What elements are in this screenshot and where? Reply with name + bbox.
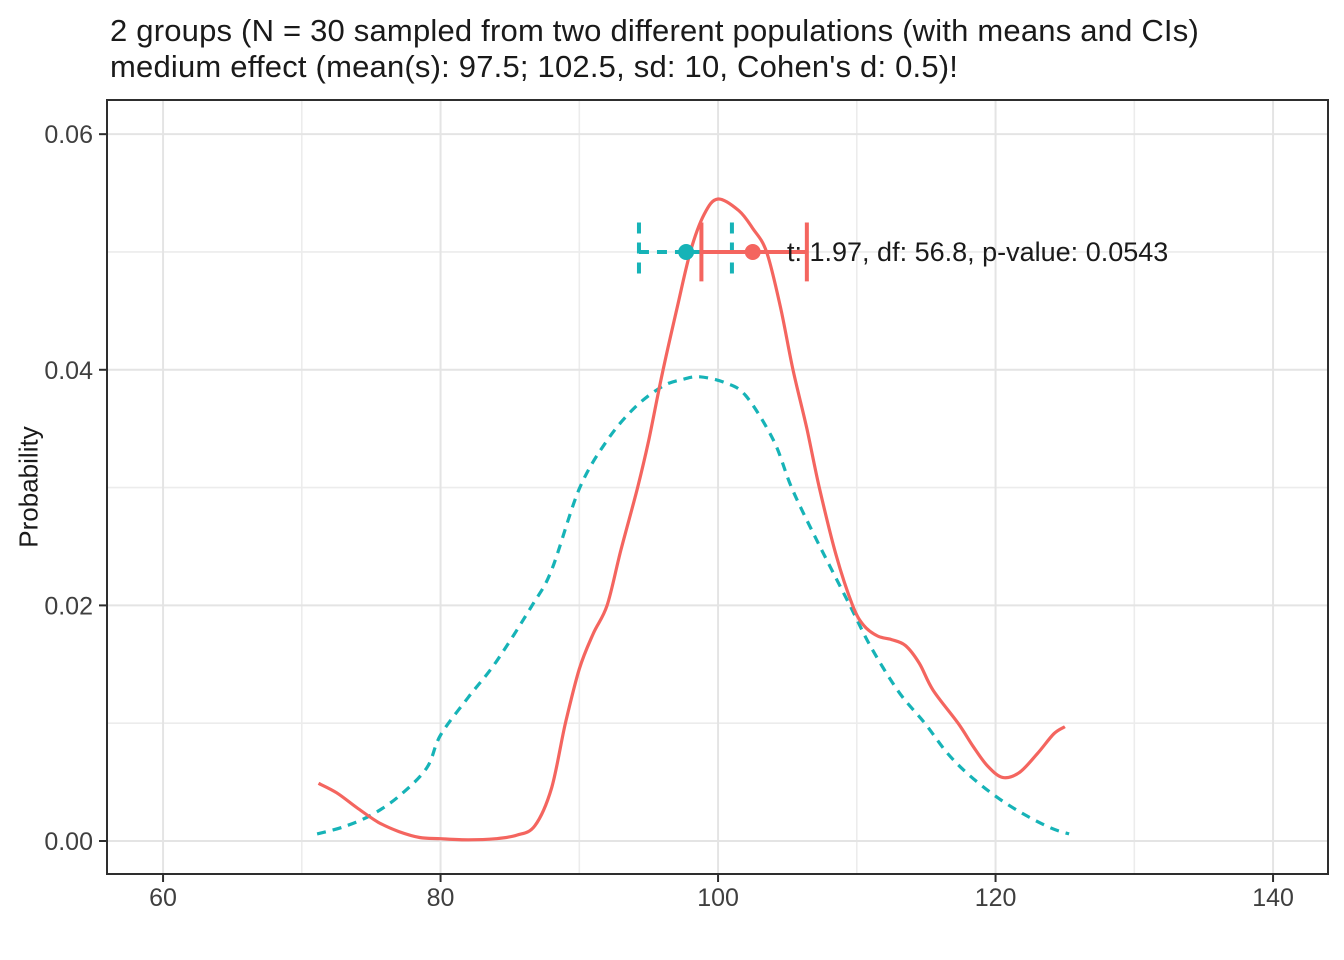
plot-title-line2: medium effect (mean(s): 97.5; 102.5, sd:…: [110, 49, 959, 84]
x-tick-label: 60: [149, 884, 177, 912]
x-tick-label: 80: [427, 884, 455, 912]
y-tick-label: 0.00: [44, 828, 93, 856]
y-tick-label: 0.02: [44, 592, 93, 620]
y-tick-label: 0.06: [44, 121, 93, 149]
y-tick-label: 0.04: [44, 357, 93, 385]
population-1-density-curve: [316, 375, 1070, 836]
x-tick-label: 100: [697, 884, 739, 912]
group-1-mean-ci-mean-point: [678, 243, 695, 260]
plot-title-line1: 2 groups (N = 30 sampled from two differ…: [110, 13, 1199, 48]
x-tick-label: 140: [1252, 884, 1294, 912]
x-tick-label: 120: [975, 884, 1017, 912]
population-2-density-curve: [317, 197, 1066, 842]
y-axis-title: Probability: [13, 426, 44, 548]
group-2-mean-ci-mean-point: [744, 243, 761, 260]
t-test-annotation: t: 1.97, df: 56.8, p-value: 0.0543: [787, 237, 1169, 267]
plot-title: 2 groups (N = 30 sampled from two differ…: [110, 13, 1199, 85]
